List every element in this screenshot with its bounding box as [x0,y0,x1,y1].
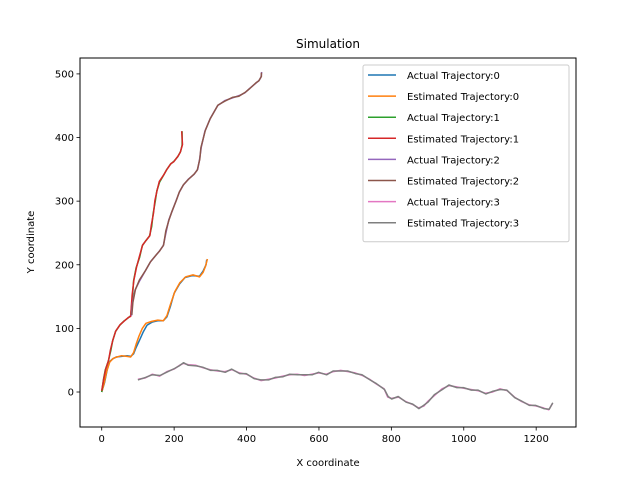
y-tick-label: 100 [55,324,74,335]
series-line-2 [100,131,183,393]
x-tick-label: 0 [99,434,105,445]
legend-label: Actual Trajectory:0 [407,71,500,82]
series-line-0 [100,259,208,393]
x-axis-label: X coordinate [296,458,359,469]
series-layer [100,71,554,411]
y-axis-label: Y coordinate [26,211,37,275]
chart-title: Simulation [296,37,360,51]
y-tick-label: 500 [55,69,74,80]
y-axis: 0 100 200 300 400 500 [55,69,80,399]
x-tick-label: 600 [309,434,328,445]
legend-label: Estimated Trajectory:1 [407,134,519,145]
plot-area [79,57,577,428]
x-tick-label: 1200 [523,434,548,445]
legend-label: Estimated Trajectory:2 [407,177,519,188]
legend: Actual Trajectory:0 Estimated Trajectory:… [362,64,570,243]
y-tick-label: 400 [55,133,74,144]
legend-label: Actual Trajectory:1 [407,113,500,124]
series-line-4 [130,71,263,316]
legend-label: Estimated Trajectory:3 [407,219,519,230]
series-line-3 [100,131,184,391]
legend-label: Estimated Trajectory:0 [407,92,519,103]
legend-label: Actual Trajectory:3 [407,198,500,209]
x-tick-label: 400 [237,434,256,445]
x-tick-label: 800 [382,434,401,445]
y-tick-label: 0 [68,388,74,399]
legend-label: Actual Trajectory:2 [407,155,500,166]
y-tick-label: 300 [55,197,74,208]
legend-box [362,64,570,243]
series-line-5 [131,72,263,316]
x-tick-label: 200 [165,434,184,445]
x-axis: 0 200 400 600 800 1000 1200 [99,427,549,445]
y-tick-label: 200 [55,260,74,271]
x-tick-label: 1000 [451,434,476,445]
series-line-7 [137,361,554,410]
series-line-1 [100,258,209,393]
